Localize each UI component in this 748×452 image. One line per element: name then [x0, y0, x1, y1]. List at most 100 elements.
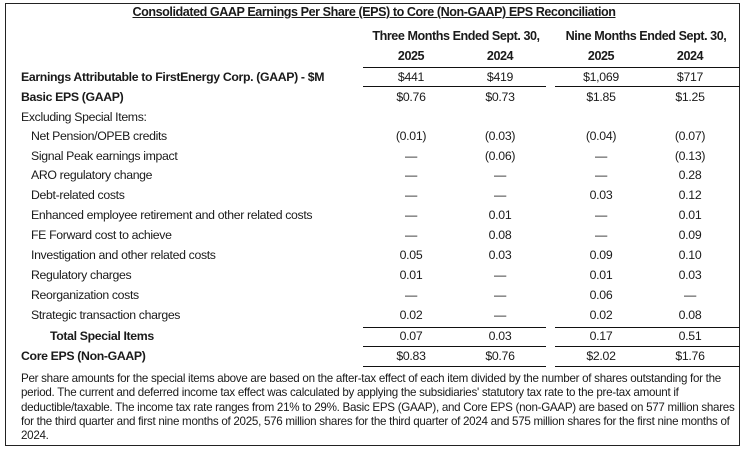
row-label: Signal Peak earnings impact: [31, 149, 178, 163]
row-value: $1.85: [586, 90, 616, 104]
year-header: 2024: [676, 49, 704, 63]
row-value: 0.03: [488, 248, 512, 262]
basic-eps-row: Basic EPS (GAAP) $0.76 $0.73 $1.85 $1.25: [0, 90, 748, 110]
special-item-row: Strategic transaction charges 0.02 — 0.02 0.…: [0, 308, 748, 328]
row-value: —: [405, 168, 417, 182]
row-label: FE Forward cost to achieve: [31, 228, 172, 242]
row-value: —: [494, 308, 506, 322]
row-value: 0.01: [399, 268, 423, 282]
excluding-header-row: Excluding Special Items:: [0, 110, 748, 130]
row-value: —: [494, 288, 506, 302]
earnings-underline-9m: [555, 86, 740, 87]
special-item-row: ARO regulatory change — — — 0.28: [0, 168, 748, 188]
row-value: 0.28: [678, 168, 702, 182]
row-label: Regulatory charges: [31, 268, 132, 282]
row-value: $717: [676, 70, 704, 84]
special-item-row: Signal Peak earnings impact — (0.06) — (0.13…: [0, 149, 748, 169]
period-header-three-months: Three Months Ended Sept. 30,: [372, 29, 540, 43]
special-item-row: Debt-related costs — — 0.03 0.12: [0, 188, 748, 208]
row-value: 0.06: [589, 288, 613, 302]
row-value: 0.01: [589, 268, 613, 282]
row-value: 0.03: [589, 188, 613, 202]
row-label: Excluding Special Items:: [21, 110, 147, 124]
row-value: 0.51: [678, 329, 702, 343]
row-value: —: [494, 188, 506, 202]
special-item-row: Net Pension/OPEB credits (0.01) (0.03) (0.0…: [0, 129, 748, 149]
row-value: 0.17: [589, 329, 613, 343]
row-value: 0.08: [488, 228, 512, 242]
row-label: Enhanced employee retirement and other r…: [31, 208, 313, 222]
row-value: 0.01: [488, 208, 512, 222]
row-label: Earnings Attributable to FirstEnergy Cor…: [21, 70, 325, 84]
row-value: 0.10: [678, 248, 702, 262]
row-value: (0.07): [674, 129, 706, 143]
row-value: —: [595, 228, 607, 242]
row-value: $0.76: [485, 349, 515, 363]
total-underline-q: [363, 346, 546, 347]
special-item-row: Reorganization costs — — 0.06 —: [0, 288, 748, 308]
core-underline-9m: [555, 366, 740, 367]
row-value: $441: [397, 70, 425, 84]
special-item-row: Regulatory charges 0.01 — 0.01 0.03: [0, 268, 748, 288]
year-header: 2025: [587, 49, 615, 63]
row-value: $2.02: [586, 349, 616, 363]
row-value: —: [595, 208, 607, 222]
row-label: Total Special Items: [50, 329, 154, 343]
row-value: 0.03: [488, 329, 512, 343]
row-label: Debt-related costs: [31, 188, 125, 202]
row-label: Reorganization costs: [31, 288, 139, 302]
row-value: —: [684, 288, 696, 302]
row-value: (0.03): [484, 129, 516, 143]
row-label: Strategic transaction charges: [31, 308, 181, 322]
row-value: 0.09: [589, 248, 613, 262]
row-value: (0.04): [585, 129, 617, 143]
row-value: 0.02: [399, 308, 423, 322]
row-label: Net Pension/OPEB credits: [31, 129, 167, 143]
row-value: (0.13): [674, 149, 706, 163]
earnings-row: Earnings Attributable to FirstEnergy Cor…: [0, 70, 748, 90]
row-value: (0.06): [484, 149, 516, 163]
strategic-underline-9m: [555, 327, 740, 328]
row-value: 0.03: [678, 268, 702, 282]
row-value: $0.76: [396, 90, 426, 104]
strategic-underline-q: [363, 327, 546, 328]
row-value: 0.01: [678, 208, 702, 222]
year-header: 2025: [397, 49, 425, 63]
row-value: $419: [486, 70, 514, 84]
header-underline: [363, 67, 740, 68]
total-special-items-row: Total Special Items 0.07 0.03 0.17 0.51: [0, 329, 748, 349]
table-title: Consolidated GAAP Earnings Per Share (EP…: [132, 5, 616, 19]
row-value: —: [405, 149, 417, 163]
table-frame: [5, 3, 740, 446]
row-value: $1.76: [675, 349, 705, 363]
row-value: 0.07: [399, 329, 423, 343]
core-underline-q: [363, 366, 546, 367]
row-value: —: [405, 188, 417, 202]
row-value: 0.02: [589, 308, 613, 322]
total-underline-9m: [555, 346, 740, 347]
row-value: 0.08: [678, 308, 702, 322]
row-value: —: [405, 288, 417, 302]
row-value: $1,069: [583, 70, 619, 84]
row-label: Basic EPS (GAAP): [21, 90, 124, 104]
core-eps-row: Core EPS (Non-GAAP) $0.83 $0.76 $2.02 $1.76: [0, 349, 748, 369]
special-item-row: Investigation and other related costs 0.0…: [0, 248, 748, 268]
period-header-nine-months: Nine Months Ended Sept. 30,: [565, 29, 727, 43]
special-item-row: FE Forward cost to achieve — 0.08 — 0.09: [0, 228, 748, 248]
row-value: $0.83: [396, 349, 426, 363]
earnings-underline-q: [363, 86, 546, 87]
row-value: —: [405, 228, 417, 242]
row-value: —: [595, 149, 607, 163]
row-value: —: [494, 268, 506, 282]
row-label: ARO regulatory change: [31, 168, 153, 182]
row-label: Investigation and other related costs: [31, 248, 216, 262]
row-value: —: [595, 168, 607, 182]
special-item-row: Enhanced employee retirement and other r…: [0, 208, 748, 228]
year-header: 2024: [486, 49, 514, 63]
row-label: Core EPS (Non-GAAP): [21, 349, 146, 363]
row-value: 0.09: [678, 228, 702, 242]
row-value: —: [494, 168, 506, 182]
row-value: —: [405, 208, 417, 222]
row-value: 0.12: [678, 188, 702, 202]
footnote: Per share amounts for the special items …: [21, 372, 735, 443]
